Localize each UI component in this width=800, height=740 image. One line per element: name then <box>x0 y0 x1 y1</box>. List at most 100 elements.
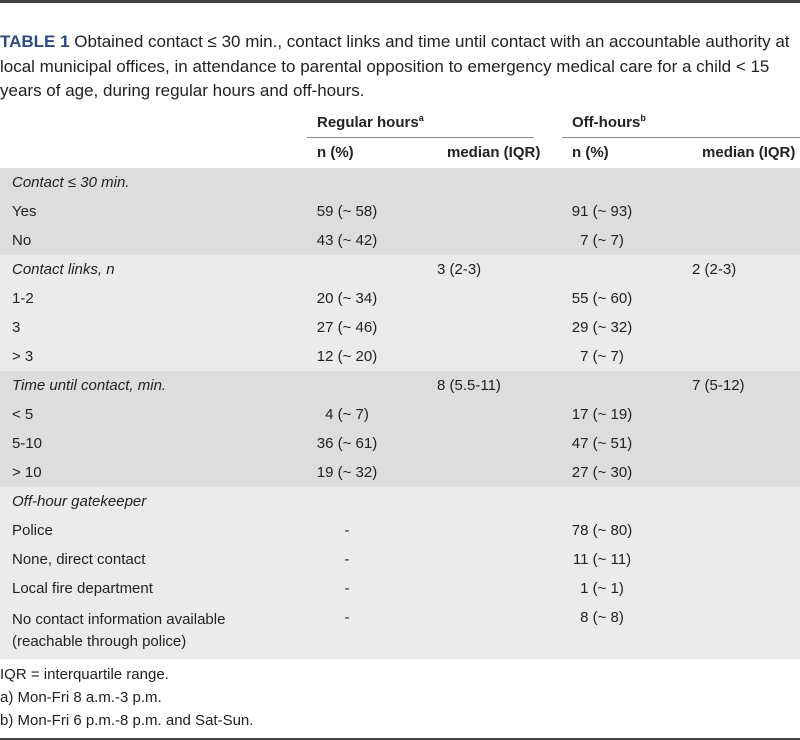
off-n-cell: 17 (~ 19) <box>562 399 693 429</box>
regular-median-cell: 8 (5.5-11) <box>437 370 563 400</box>
row-label: Police <box>0 515 307 545</box>
off-n-cell-text: 55 (~ 60) <box>571 289 633 307</box>
header-row-groups: Regular hoursa Off-hoursb <box>0 109 800 138</box>
off-median-cell-text: 2 (2-3) <box>692 260 737 278</box>
off-median-cell <box>692 196 800 226</box>
header-median-regular: median (IQR) <box>437 137 563 168</box>
caption-text: Obtained contact ≤ 30 min., contact link… <box>0 32 790 100</box>
row-label: None, direct contact <box>0 544 307 574</box>
row-label: 3 <box>0 312 307 342</box>
regular-median-cell <box>437 225 563 255</box>
regular-n-cell <box>307 254 437 284</box>
regular-n-cell: 59 (~ 58) <box>307 196 437 226</box>
off-n-cell: 55 (~ 60) <box>562 283 693 313</box>
table-label: TABLE 1 <box>0 32 70 51</box>
table-row: None, direct contact - 11 (~ 11) <box>0 544 800 574</box>
off-n-cell-text: 7 (~ 7) <box>580 231 624 249</box>
header-empty <box>0 137 307 168</box>
regular-median-cell <box>437 399 563 429</box>
regular-n-cell-text: 59 (~ 58) <box>316 202 378 220</box>
regular-n-cell-text: 43 (~ 42) <box>316 231 378 249</box>
data-table: Regular hoursa Off-hoursb n (%) median (… <box>0 109 800 659</box>
header-empty <box>0 109 307 138</box>
regular-median-cell <box>437 515 563 545</box>
table-caption: TABLE 1 Obtained contact ≤ 30 min., cont… <box>0 30 795 104</box>
off-n-cell: 91 (~ 93) <box>562 196 693 226</box>
regular-n-cell-text: 36 (~ 61) <box>316 434 378 452</box>
off-median-cell <box>692 225 800 255</box>
off-n-cell: 7 (~ 7) <box>562 341 693 371</box>
header-regular-label: Regular hours <box>317 113 419 131</box>
regular-n-cell <box>307 370 437 400</box>
row-label: < 5 <box>0 399 307 429</box>
off-n-cell: 8 (~ 8) <box>562 602 693 659</box>
off-n-cell: 11 (~ 11) <box>562 544 693 574</box>
row-label-text: > 3 <box>12 347 34 365</box>
regular-n-cell-text: 27 (~ 46) <box>316 318 378 336</box>
regular-n-cell: - <box>307 573 437 603</box>
off-n-cell <box>562 486 693 516</box>
off-n-cell: 78 (~ 80) <box>562 515 693 545</box>
table-row: > 3 12 (~ 20) 7 (~ 7) <box>0 341 800 371</box>
off-median-cell <box>692 428 800 458</box>
table-row: Yes 59 (~ 58) 91 (~ 93) <box>0 196 800 226</box>
row-label: Off-hour gatekeeper <box>0 486 307 516</box>
off-n-cell <box>562 167 693 197</box>
off-n-cell <box>562 254 693 284</box>
off-median-cell <box>692 341 800 371</box>
off-n-cell-text: 91 (~ 93) <box>571 202 633 220</box>
row-label-text: No contact information available <box>12 610 226 628</box>
row-label-text: None, direct contact <box>12 550 146 568</box>
regular-n-cell: 4 (~ 7) <box>307 399 437 429</box>
row-label: > 3 <box>0 341 307 371</box>
row-label: No contact information available (reachab… <box>0 602 307 659</box>
regular-n-cell-text: 12 (~ 20) <box>316 347 378 365</box>
row-label: 1-2 <box>0 283 307 313</box>
row-label-text: Off-hour gatekeeper <box>12 492 147 510</box>
off-median-cell <box>692 457 800 487</box>
regular-median-cell-text: 3 (2-3) <box>437 260 482 278</box>
off-median-cell <box>692 544 800 574</box>
table-row: 1-2 20 (~ 34) 55 (~ 60) <box>0 283 800 313</box>
row-label: > 10 <box>0 457 307 487</box>
row-label-text: 5-10 <box>12 434 43 452</box>
off-median-cell <box>692 515 800 545</box>
regular-n-cell: - <box>307 544 437 574</box>
off-n-cell: 1 (~ 1) <box>562 573 693 603</box>
regular-n-cell <box>307 486 437 516</box>
footnote-marker-a: a <box>418 112 424 123</box>
regular-median-cell <box>437 602 563 659</box>
off-median-cell <box>692 283 800 313</box>
row-label-continuation: (reachable through police) <box>12 632 187 650</box>
row-label: Time until contact, min. <box>0 370 307 400</box>
row-label-text: Yes <box>12 202 37 220</box>
regular-median-cell <box>437 544 563 574</box>
off-median-cell-text: 7 (5-12) <box>692 376 745 394</box>
regular-median-cell <box>437 196 563 226</box>
table-row: Contact ≤ 30 min. <box>0 167 800 197</box>
footnote-marker-b: b <box>640 112 646 123</box>
regular-n-cell: - <box>307 515 437 545</box>
table-row: No 43 (~ 42) 7 (~ 7) <box>0 225 800 255</box>
header-median-off: median (IQR) <box>692 137 800 168</box>
table-row: Off-hour gatekeeper <box>0 486 800 516</box>
off-n-cell-text: 78 (~ 80) <box>571 521 633 539</box>
regular-n-cell: - <box>307 602 437 659</box>
off-median-cell <box>692 312 800 342</box>
regular-n-cell-text: 4 (~ 7) <box>325 405 369 423</box>
regular-median-cell-text: 8 (5.5-11) <box>437 376 501 394</box>
table-row: Contact links, n 3 (2-3) 2 (2-3) <box>0 254 800 284</box>
off-median-cell <box>692 399 800 429</box>
regular-n-cell-text: - <box>344 608 350 626</box>
regular-n-cell: 19 (~ 32) <box>307 457 437 487</box>
off-n-cell-text: 11 (~ 11) <box>572 550 632 568</box>
off-median-cell <box>692 573 800 603</box>
off-n-cell <box>562 370 693 400</box>
header-off-hours: Off-hoursb <box>562 109 800 138</box>
regular-n-cell: 12 (~ 20) <box>307 341 437 371</box>
off-n-cell: 47 (~ 51) <box>562 428 693 458</box>
regular-median-cell <box>437 312 563 342</box>
table-row: < 5 4 (~ 7) 17 (~ 19) <box>0 399 800 429</box>
off-n-cell-text: 47 (~ 51) <box>571 434 633 452</box>
regular-n-cell-text: 19 (~ 32) <box>316 463 378 481</box>
